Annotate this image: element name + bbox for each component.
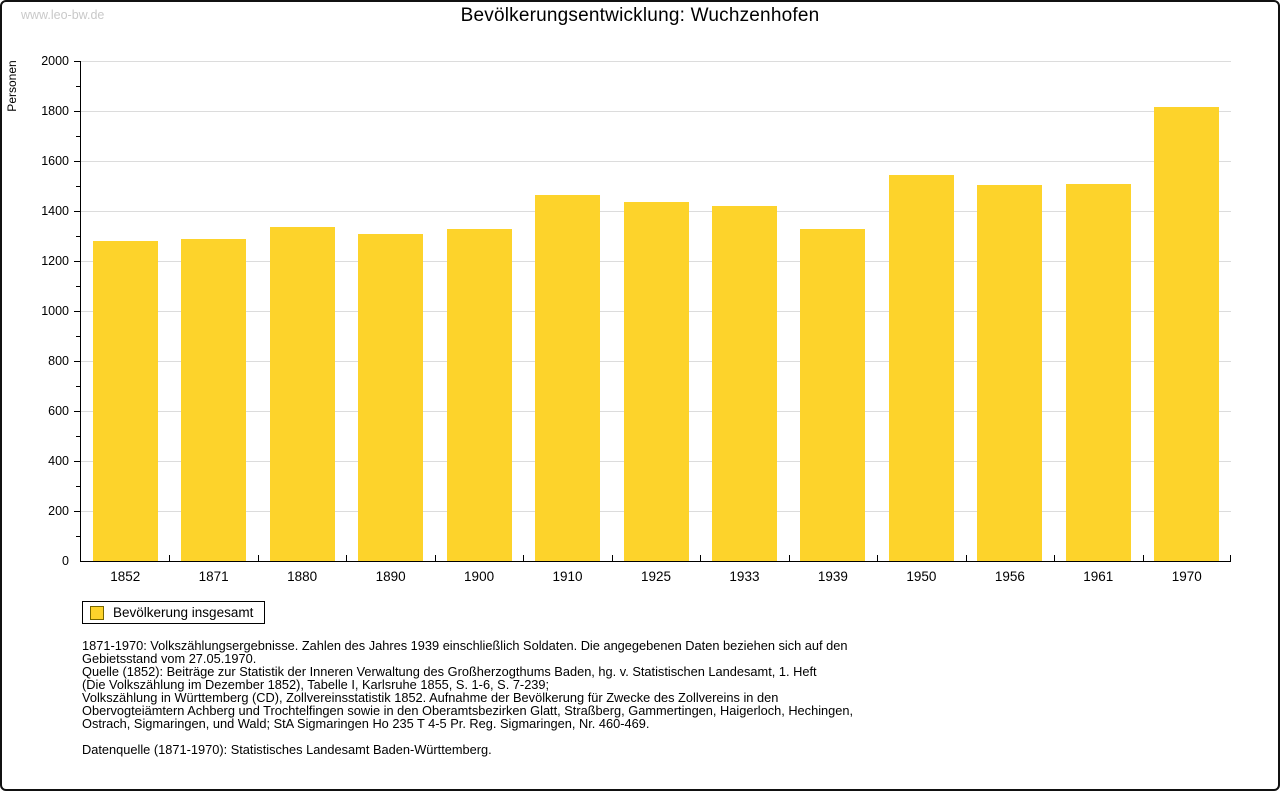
bar [269,227,335,561]
y-minor-tick [76,286,81,287]
legend-label: Bevölkerung insgesamt [113,605,254,620]
bar [888,174,954,561]
y-tick-label: 800 [48,354,69,368]
footnote-line: Obervogteiämtern Achberg und Trochtelfin… [82,703,854,718]
x-boundary-tick [257,555,259,561]
y-minor-tick [76,336,81,337]
bar [1065,184,1131,561]
y-tick [74,261,81,262]
x-tick-label: 1956 [994,569,1025,584]
y-minor-tick [76,186,81,187]
bar [1154,107,1220,561]
watermark: www.leo-bw.de [21,8,105,22]
y-tick [74,311,81,312]
x-tick-label: 1880 [287,569,318,584]
x-tick-label: 1852 [110,569,141,584]
chart-title: Bevölkerungsentwicklung: Wuchzenhofen [460,5,820,26]
y-minor-tick [76,136,81,137]
y-minor-tick [76,486,81,487]
bar [181,238,247,561]
y-tick-label: 400 [48,454,69,468]
source-line: Datenquelle (1871-1970): Statistisches L… [82,742,492,757]
x-tick-label: 1933 [729,569,760,584]
footnote-line: Gebietsstand vom 27.05.1970. [82,651,257,666]
footnote-line: Volkszählung in Württemberg (CD), Zollve… [82,690,779,705]
x-tick-label: 1961 [1083,569,1114,584]
x-boundary-tick [700,555,702,561]
y-tick-label: 1800 [41,104,69,118]
y-tick [74,161,81,162]
footnote-line: (Die Volkszählung im Dezember 1852), Tab… [82,677,550,692]
x-tick-label: 1900 [464,569,495,584]
x-boundary-tick [1054,555,1056,561]
gridline [81,61,1231,62]
y-axis-label: Personen [5,60,19,112]
bar [800,228,866,561]
bar [358,233,424,561]
y-tick [74,111,81,112]
bar [446,228,512,561]
plot-area: 200 400 600 800 1000 1200 1400 1600 1800 2000 0 185… [41,54,1231,584]
bar [711,206,777,561]
x-tick-label: 1890 [375,569,406,584]
y-tick-label: 1600 [41,154,69,168]
y-tick [74,411,81,412]
bar [977,184,1043,561]
x-tick-label: 1871 [198,569,229,584]
x-tick-label: 1939 [817,569,848,584]
x-tick-label: 1910 [552,569,583,584]
y-tick [74,211,81,212]
x-tick-label: 1970 [1171,569,1202,584]
x-boundary-tick [611,555,613,561]
x-boundary-tick [523,555,525,561]
bar [623,202,689,561]
y-tick [74,461,81,462]
y-tick [74,361,81,362]
y-minor-tick [76,436,81,437]
gridline [81,161,1231,162]
y-minor-tick [76,536,81,537]
y-tick-label: 1000 [41,304,69,318]
y-minor-tick [76,86,81,87]
legend-swatch [90,605,104,620]
x-boundary-tick [877,555,879,561]
y-tick-label: 200 [48,504,69,518]
gridline [81,111,1231,112]
bar [92,241,158,561]
x-boundary-tick [788,555,790,561]
legend: Bevölkerung insgesamt [82,601,266,624]
x-boundary-tick [169,555,171,561]
x-tick-label: 1925 [640,569,672,584]
y-tick-label: 1200 [41,254,69,268]
x-boundary-tick [1142,555,1144,561]
x-boundary-tick [346,555,348,561]
y-tick-label: 2000 [41,54,69,68]
footnotes: 1871-1970: Volkszählungsergebnisse. Zahl… [82,639,853,756]
x-boundary-tick [965,555,967,561]
y-tick-label: 600 [48,404,69,418]
x-tick-label: 1950 [906,569,937,584]
footnote-line: Ostrach, Sigmaringen, und Wald; StA Sigm… [82,716,650,731]
footnote-line: 1871-1970: Volkszählungsergebnisse. Zahl… [82,638,848,653]
y-minor-tick [76,386,81,387]
y-tick [74,61,81,62]
y-minor-tick [76,236,81,237]
y-tick-label: 1400 [41,204,69,218]
y-tick [74,511,81,512]
x-boundary-tick [1230,555,1231,561]
bar [535,194,601,561]
x-boundary-tick [434,555,436,561]
y-tick-label: 0 [62,554,69,568]
footnote-line: Quelle (1852): Beiträge zur Statistik de… [82,664,817,679]
